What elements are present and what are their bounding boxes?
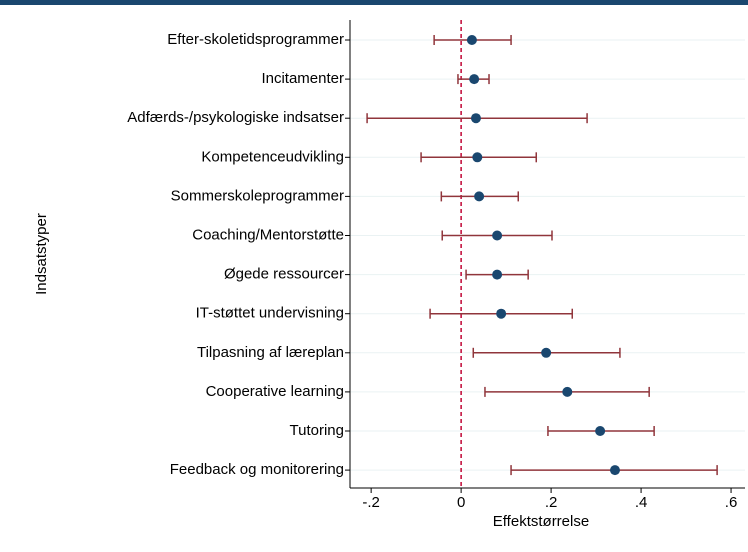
point	[595, 426, 606, 436]
y-tick-label: Cooperative learning	[206, 383, 344, 400]
point	[492, 269, 503, 280]
x-tick-label: .4	[635, 494, 648, 511]
point	[562, 386, 573, 397]
y-tick-label: IT-støttet undervisning	[196, 305, 344, 322]
point	[541, 347, 552, 358]
point	[609, 465, 620, 476]
point	[470, 113, 481, 124]
y-tick-label: Adfærds-/psykologiske indsatser	[127, 109, 344, 126]
x-tick-label: .2	[545, 494, 558, 511]
point	[492, 230, 503, 241]
point	[472, 152, 483, 163]
x-tick-label: 0	[457, 494, 465, 511]
y-tick-label: Tutoring	[290, 422, 344, 439]
x-tick-label: .6	[725, 494, 738, 511]
point	[474, 191, 485, 202]
y-tick-label: Øgede ressourcer	[224, 266, 344, 283]
y-tick-label: Feedback og monitorering	[170, 461, 344, 478]
y-tick-label: Coaching/Mentorstøtte	[192, 226, 344, 243]
y-tick-label: Sommerskoleprogrammer	[171, 187, 344, 204]
x-axis-label: Effektstørrelse	[493, 513, 589, 530]
top-band	[0, 0, 748, 5]
y-axis-label: Indsatstyper	[33, 213, 50, 295]
y-tick-label: Incitamenter	[261, 70, 344, 87]
point	[466, 35, 477, 45]
point	[469, 74, 480, 85]
y-tick-label: Kompetenceudvikling	[201, 148, 344, 165]
y-tick-label: Tilpasning af læreplan	[197, 344, 344, 361]
x-tick-label: -.2	[362, 494, 380, 511]
point	[496, 308, 507, 319]
y-tick-label: Efter-skoletidsprogrammer	[167, 31, 344, 48]
